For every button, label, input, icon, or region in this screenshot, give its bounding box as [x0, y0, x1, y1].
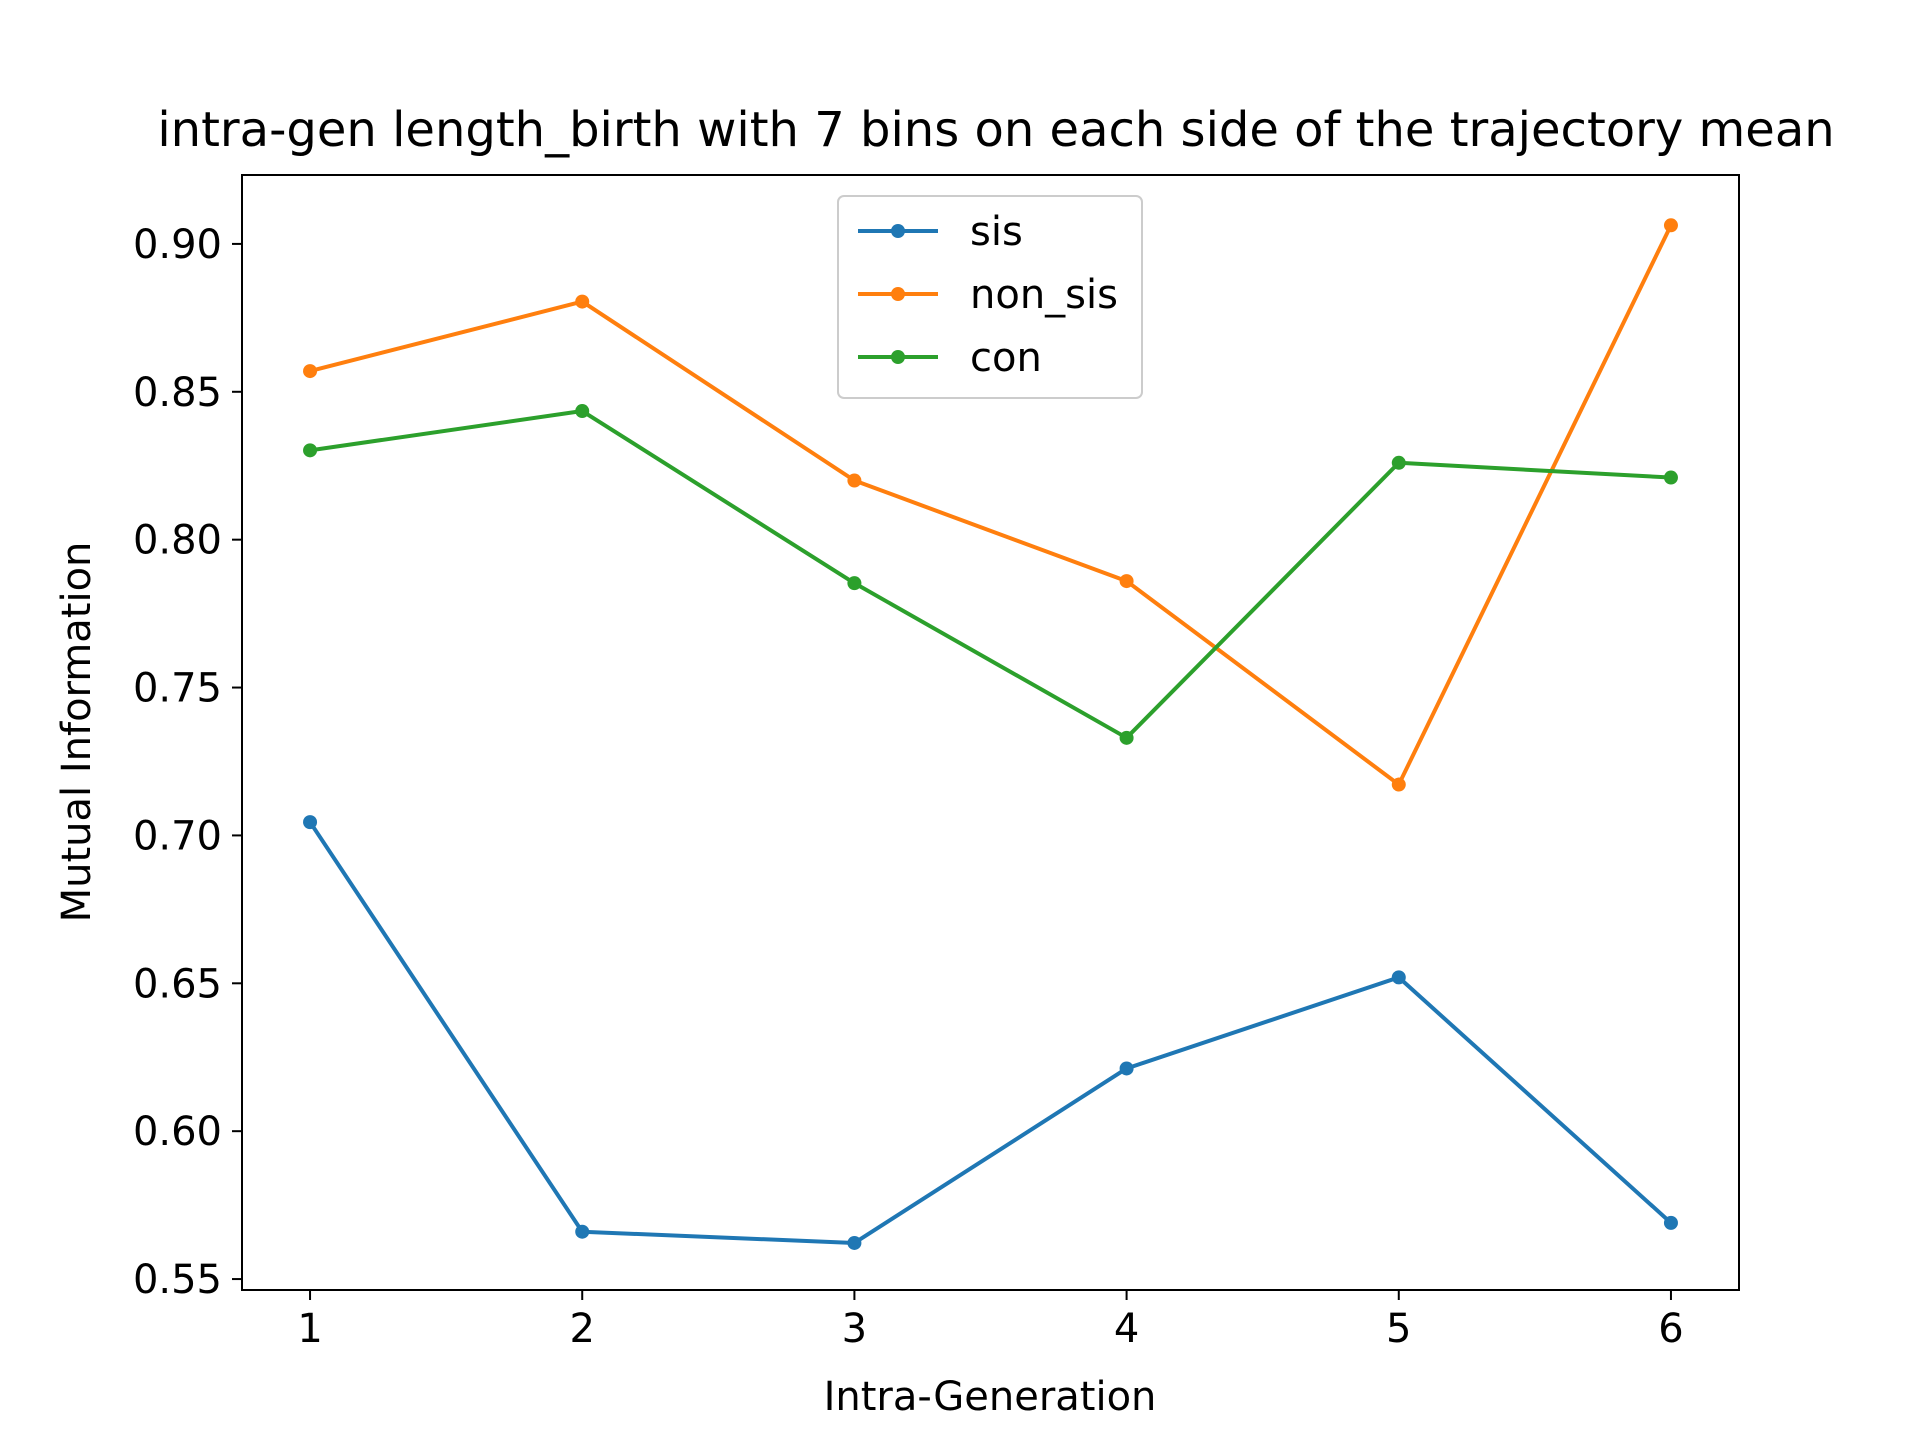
y-tick-label: 0.85 — [133, 370, 222, 416]
data-point — [1663, 218, 1678, 233]
x-tick-label: 5 — [1386, 1306, 1411, 1352]
y-axis-label: Mutual Information — [54, 542, 100, 923]
data-point — [575, 404, 590, 419]
legend-label: non_sis — [970, 272, 1118, 318]
data-point — [847, 473, 862, 488]
legend-entry: sis — [858, 209, 1023, 255]
data-point — [1663, 470, 1678, 485]
legend-swatch-marker — [891, 224, 905, 238]
chart-title: intra-gen length_birth with 7 bins on ea… — [157, 102, 1834, 158]
data-point — [303, 443, 318, 458]
y-tick-label: 0.65 — [133, 961, 222, 1007]
legend-box — [837, 195, 1143, 399]
y-tick-label: 0.80 — [133, 518, 222, 564]
data-point — [1391, 970, 1406, 985]
legend-entry: non_sis — [858, 272, 1118, 318]
x-tick-label: 4 — [1114, 1306, 1139, 1352]
y-tick-label: 0.90 — [133, 222, 222, 268]
series-line — [307, 222, 1674, 787]
data-point — [1119, 730, 1134, 745]
x-axis-label: Intra-Generation — [824, 1374, 1157, 1420]
data-point — [847, 576, 862, 591]
data-point — [847, 1235, 862, 1250]
legend-label: sis — [970, 209, 1023, 255]
data-point — [1391, 777, 1406, 792]
legend-entry: con — [858, 335, 1042, 381]
data-point — [1663, 1215, 1678, 1230]
y-tick-label: 0.60 — [133, 1109, 222, 1155]
y-tick-label: 0.70 — [133, 813, 222, 859]
series-line — [307, 409, 1674, 740]
legend-swatch-marker — [891, 287, 905, 301]
series-line — [307, 819, 1674, 1245]
x-tick-label: 3 — [842, 1306, 867, 1352]
axes-frame — [241, 174, 1740, 1291]
data-point — [303, 815, 318, 830]
data-point — [1391, 455, 1406, 470]
data-point — [303, 364, 318, 379]
series-sis — [303, 815, 1678, 1250]
data-point — [575, 1224, 590, 1239]
y-tick-label: 0.55 — [133, 1257, 222, 1303]
x-tick-label: 2 — [570, 1306, 595, 1352]
data-point — [1119, 1061, 1134, 1076]
series-con — [303, 404, 1678, 745]
data-point — [1119, 574, 1134, 589]
legend-swatch-marker — [891, 350, 905, 364]
y-tick-label: 0.75 — [133, 666, 222, 712]
plot-area — [303, 218, 1678, 1250]
y-axis: 0.55 0.60 0.65 0.70 0.75 0.80 0.85 0.90 — [133, 222, 242, 1303]
x-tick-label: 1 — [297, 1306, 322, 1352]
x-axis: 1 2 3 4 5 6 — [297, 1290, 1684, 1352]
data-point — [575, 294, 590, 309]
legend-label: con — [970, 335, 1042, 381]
x-tick-label: 6 — [1658, 1306, 1683, 1352]
series-non-sis — [303, 218, 1678, 792]
